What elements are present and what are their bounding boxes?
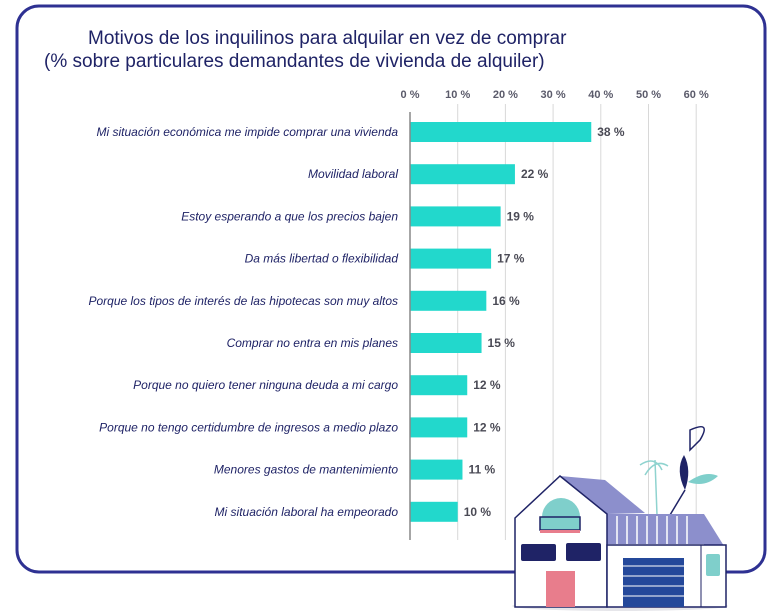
category-label: Menores gastos de mantenimiento <box>214 463 398 477</box>
bar <box>410 417 468 438</box>
bar <box>410 501 458 522</box>
chart-frame <box>15 4 767 574</box>
x-tick-label: 0 % <box>401 89 420 101</box>
value-label: 12 % <box>473 378 501 392</box>
category-label: Porque los tipos de interés de las hipot… <box>88 294 398 308</box>
bar <box>410 375 468 396</box>
category-label: Movilidad laboral <box>308 167 398 181</box>
value-label: 12 % <box>473 420 501 434</box>
bar <box>410 290 487 311</box>
bar <box>410 248 492 269</box>
category-label: Mi situación laboral ha empeorado <box>215 505 399 519</box>
bar <box>410 164 515 185</box>
value-label: 11 % <box>468 463 495 477</box>
bar <box>410 122 592 142</box>
x-tick-label: 10 % <box>445 89 470 101</box>
x-tick-label: 40 % <box>588 89 613 101</box>
category-label: Estoy esperando a que los precios bajen <box>181 209 398 223</box>
value-label: 17 % <box>497 252 525 266</box>
bar <box>410 459 463 480</box>
category-label: Mi situación económica me impide comprar… <box>97 125 399 139</box>
x-tick-label: 50 % <box>636 89 661 101</box>
value-label: 22 % <box>521 167 549 181</box>
x-tick-label: 30 % <box>541 89 566 101</box>
category-label: Comprar no entra en mis planes <box>227 336 398 350</box>
value-label: 15 % <box>488 336 516 350</box>
bar <box>410 333 482 353</box>
category-label: Porque no quiero tener ninguna deuda a m… <box>133 378 398 392</box>
bar <box>410 206 501 227</box>
house-illustration <box>512 425 728 611</box>
x-tick-label: 60 % <box>684 89 709 101</box>
value-label: 16 % <box>492 294 520 308</box>
category-label: Da más libertad o flexibilidad <box>245 252 399 266</box>
value-label: 38 % <box>597 125 625 139</box>
value-label: 10 % <box>464 505 492 519</box>
category-label: Porque no tengo certidumbre de ingresos … <box>99 420 398 434</box>
x-tick-label: 20 % <box>493 89 518 101</box>
chart-title: Motivos de los inquilinos para alquilar … <box>88 28 567 49</box>
value-label: 19 % <box>507 209 535 223</box>
chart-subtitle: (% sobre particulares demandantes de viv… <box>44 51 545 72</box>
